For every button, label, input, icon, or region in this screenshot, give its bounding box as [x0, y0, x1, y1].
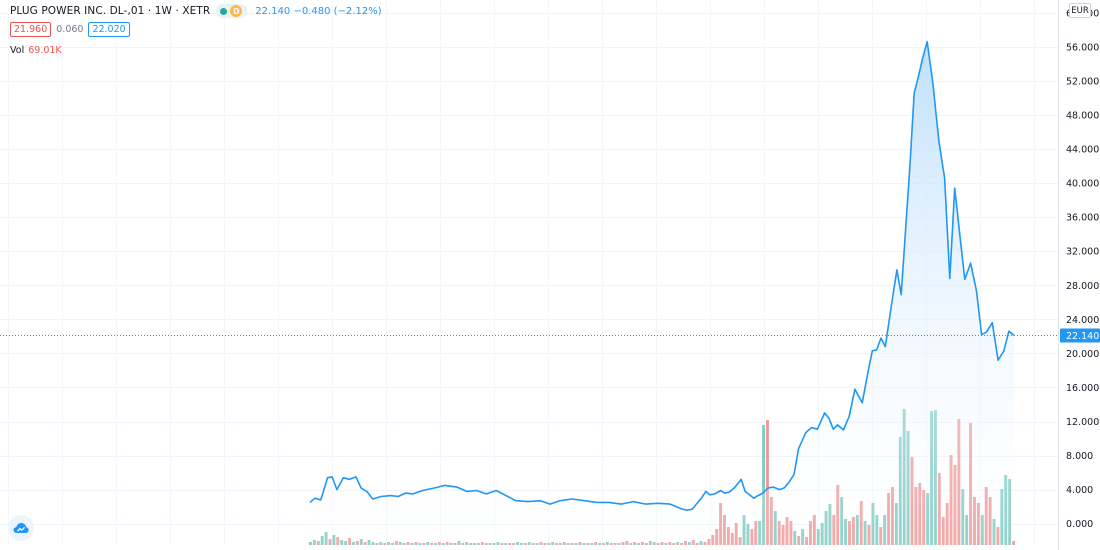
market-status-pill[interactable]: D	[216, 4, 248, 18]
y-tick-label: 8.000	[1066, 451, 1093, 462]
y-tick-label: 12.000	[1066, 417, 1099, 428]
volume-bar	[766, 420, 769, 545]
last-price-label-bg	[1060, 328, 1100, 343]
y-tick-label: 20.000	[1066, 349, 1099, 360]
y-tick-label: 48.000	[1066, 111, 1099, 122]
y-tick-label: 32.000	[1066, 247, 1099, 258]
bid-price[interactable]: 21.960	[10, 22, 52, 37]
y-tick-label: 16.000	[1066, 383, 1099, 394]
volume-bar	[762, 425, 766, 545]
last-price-label: 22.140	[1066, 331, 1099, 342]
volume-legend: Vol 69.01K	[10, 45, 62, 56]
price-line	[309, 40, 1015, 511]
spread-value: 0.060	[56, 24, 84, 35]
y-tick-label: 40.000	[1066, 179, 1099, 190]
currency-button[interactable]: EUR	[1069, 3, 1091, 18]
y-tick-label: 52.000	[1066, 76, 1099, 87]
price-axis[interactable]: 60.00056.00052.00048.00044.00040.00036.0…	[1058, 0, 1100, 550]
session-badge: D	[230, 5, 243, 17]
y-tick-label: 28.000	[1066, 281, 1099, 292]
y-tick-label: 24.000	[1066, 315, 1099, 326]
y-tick-label: 56.000	[1066, 42, 1099, 53]
ask-price[interactable]: 22.020	[88, 22, 130, 37]
tradingview-cloud-icon[interactable]	[8, 515, 34, 541]
symbol-title[interactable]: PLUG POWER INC. DL-,01 · 1W · XETR	[10, 5, 211, 17]
y-tick-label: 0.000	[1066, 519, 1093, 530]
bid-ask-row: 21.960 0.060 22.020	[10, 22, 130, 37]
cloud-glyph	[13, 523, 29, 533]
y-tick-label: 44.000	[1066, 145, 1099, 156]
price-area	[309, 40, 1015, 545]
volume-value: 69.01K	[28, 45, 62, 56]
price-area-fill	[310, 41, 1014, 545]
y-tick-label: 4.000	[1066, 485, 1093, 496]
quote-change: 22.140 −0.480 (−2.12%)	[255, 5, 382, 17]
symbol-legend: PLUG POWER INC. DL-,01 · 1W · XETR D 22.…	[10, 3, 382, 19]
volume-label: Vol	[10, 45, 25, 56]
live-dot-icon	[220, 7, 228, 15]
y-tick-label: 36.000	[1066, 213, 1099, 224]
